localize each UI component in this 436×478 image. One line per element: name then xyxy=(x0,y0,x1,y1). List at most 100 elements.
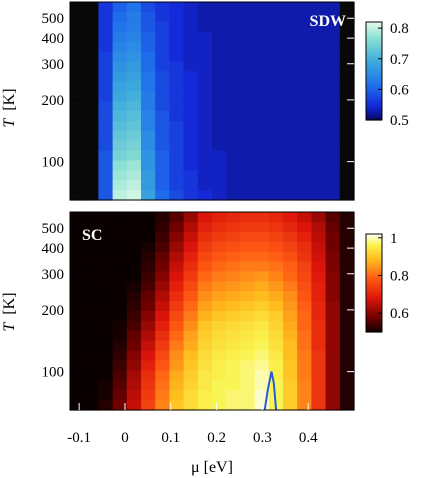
heatmap-cell xyxy=(84,212,99,223)
heatmap-cell xyxy=(283,370,298,381)
heatmap-cell xyxy=(84,41,99,53)
heatmap-cell xyxy=(197,390,213,401)
heatmap-cell xyxy=(112,81,128,92)
heatmap-cell xyxy=(84,51,99,62)
heatmap-cell xyxy=(70,160,85,171)
heatmap-cell xyxy=(98,91,114,102)
sc-heatmap xyxy=(70,212,355,411)
heatmap-cell xyxy=(339,360,355,371)
heatmap-cell xyxy=(197,170,213,181)
heatmap-cell xyxy=(254,370,270,381)
colorbar-segment xyxy=(366,87,382,90)
heatmap-cell xyxy=(311,281,327,292)
heatmap-cell xyxy=(268,380,284,391)
heatmap-cell xyxy=(268,330,284,342)
heatmap-cell xyxy=(212,21,227,33)
heatmap-cell xyxy=(169,281,185,292)
heatmap-cell xyxy=(339,271,355,282)
heatmap-cell xyxy=(283,91,298,102)
heatmap-cell xyxy=(126,11,142,23)
heatmap-cell xyxy=(283,291,298,302)
heatmap-cell xyxy=(84,130,99,142)
heatmap-cell xyxy=(126,120,142,132)
heatmap-cell xyxy=(297,91,312,102)
heatmap-cell xyxy=(283,31,298,43)
heatmap-cell xyxy=(183,91,199,102)
heatmap-cell xyxy=(112,370,128,381)
heatmap-cell xyxy=(297,301,312,312)
heatmap-cell xyxy=(339,140,355,152)
heatmap-cell xyxy=(339,400,355,411)
heatmap-cell xyxy=(268,130,284,142)
heatmap-cell xyxy=(339,340,355,352)
heatmap-cell xyxy=(325,241,341,253)
heatmap-cell xyxy=(112,212,128,223)
heatmap-cell xyxy=(84,311,99,322)
heatmap-cell xyxy=(141,231,156,243)
heatmap-cell xyxy=(197,11,213,23)
heatmap-cell xyxy=(126,170,142,181)
heatmap-cell xyxy=(268,61,284,72)
colorbar-segment xyxy=(366,38,382,41)
heatmap-cell xyxy=(70,281,85,292)
heatmap-cell xyxy=(169,320,185,332)
heatmap-cell xyxy=(297,340,312,352)
heatmap-cell xyxy=(268,281,284,292)
heatmap-cell xyxy=(98,71,114,82)
heatmap-cell xyxy=(268,241,284,253)
heatmap-cell xyxy=(268,212,284,223)
heatmap-cell xyxy=(98,190,114,201)
heatmap-cell xyxy=(339,390,355,401)
heatmap-cell xyxy=(126,110,142,122)
heatmap-cell xyxy=(183,81,199,92)
sdw-panel-label: SDW xyxy=(310,13,346,30)
heatmap-cell xyxy=(98,51,114,62)
colorbar-segment xyxy=(366,325,382,328)
heatmap-cell xyxy=(297,11,312,23)
heatmap-cell xyxy=(98,281,114,292)
heatmap-cell xyxy=(240,281,256,292)
heatmap-cell xyxy=(84,31,99,43)
heatmap-cell xyxy=(226,21,241,33)
heatmap-cell xyxy=(325,360,341,371)
heatmap-cell xyxy=(297,261,312,272)
heatmap-cell xyxy=(283,330,298,342)
colorbar-segment xyxy=(366,115,382,118)
heatmap-cell xyxy=(297,170,312,181)
heatmap-cell xyxy=(226,190,241,201)
heatmap-cell xyxy=(254,350,270,362)
y-tick-label: 500 xyxy=(42,221,65,237)
heatmap-cell xyxy=(112,71,128,82)
heatmap-cell xyxy=(212,180,227,191)
heatmap-cell xyxy=(297,400,312,411)
heatmap-cell xyxy=(268,360,284,371)
heatmap-cell xyxy=(155,61,170,72)
heatmap-cell xyxy=(254,11,270,23)
heatmap-cell xyxy=(297,212,312,223)
colorbar-segment xyxy=(366,281,382,284)
heatmap-cell xyxy=(226,261,241,272)
heatmap-cell xyxy=(226,241,241,253)
heatmap-cell xyxy=(98,291,114,302)
heatmap-cell xyxy=(283,140,298,152)
heatmap-cell xyxy=(212,140,227,152)
svg-text:T [K]: T [K] xyxy=(1,88,18,127)
heatmap-cell xyxy=(268,390,284,401)
heatmap-cell xyxy=(311,180,327,191)
heatmap-cell xyxy=(268,340,284,352)
heatmap-cell xyxy=(155,360,170,371)
heatmap-cell xyxy=(183,231,199,243)
heatmap-cell xyxy=(240,330,256,342)
heatmap-cell xyxy=(141,370,156,381)
heatmap-cell xyxy=(84,271,99,282)
heatmap-cell xyxy=(183,2,199,13)
heatmap-cell xyxy=(283,390,298,401)
heatmap-cell xyxy=(297,41,312,53)
heatmap-cell xyxy=(70,140,85,152)
heatmap-cell xyxy=(126,311,142,322)
heatmap-cell xyxy=(169,31,185,43)
heatmap-cell xyxy=(311,71,327,82)
heatmap-cell xyxy=(112,21,128,33)
heatmap-cell xyxy=(126,241,142,253)
